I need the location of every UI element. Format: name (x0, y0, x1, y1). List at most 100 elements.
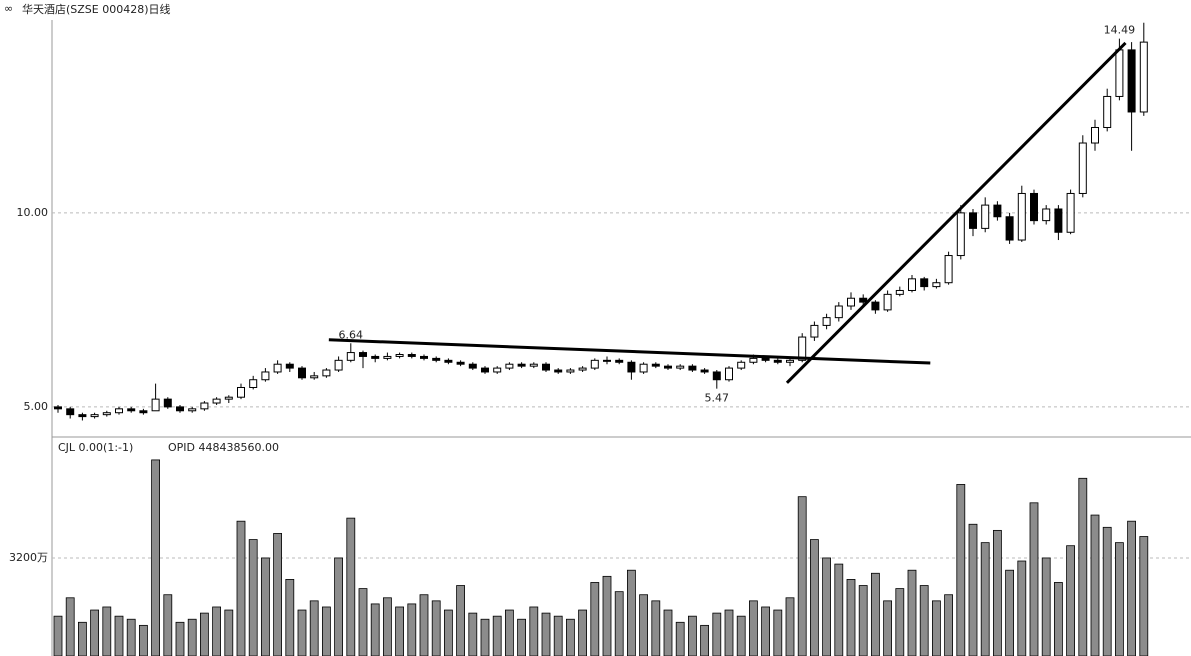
volume-bar (1029, 502, 1039, 656)
candle-body (139, 410, 148, 414)
candle-body (615, 359, 624, 363)
candle-body (322, 369, 331, 377)
volume-bar (944, 594, 953, 656)
candle-body (395, 354, 404, 357)
volume-bar (126, 618, 136, 656)
candle-body (834, 305, 843, 319)
volume-bar (358, 588, 368, 656)
volume-bar (1102, 526, 1112, 656)
candle-body (1078, 142, 1087, 194)
candle-body (310, 375, 319, 379)
candle-body (212, 398, 221, 404)
candle-body (871, 301, 880, 311)
candle-body (346, 352, 355, 361)
volume-bar (810, 539, 819, 656)
volume-title: CJL 0.00(1:-1) (58, 441, 133, 454)
candle-body (895, 289, 904, 295)
volume-bar (663, 609, 673, 656)
volume-bar (1078, 477, 1088, 656)
volume-bar (1054, 582, 1063, 656)
volume-bar (1041, 557, 1051, 656)
candle-body (1127, 49, 1136, 113)
volume-bar (468, 612, 478, 656)
candle-body (944, 255, 953, 284)
volume-bar (175, 621, 185, 656)
volume-bar (65, 597, 75, 656)
candle-body (517, 363, 526, 367)
candle-body (505, 363, 514, 369)
volume-bar (761, 606, 770, 656)
candle-body (151, 398, 160, 412)
candle-body (1054, 208, 1063, 233)
candle-body (1066, 192, 1075, 233)
volume-bar (419, 594, 429, 656)
volume-bar (968, 523, 978, 656)
candle-body (334, 359, 343, 371)
volume-bar (651, 600, 661, 656)
candle-body (1139, 41, 1148, 113)
trend-line (785, 41, 1127, 384)
candle-body (798, 336, 807, 361)
candle-body (298, 367, 306, 379)
volume-bar (395, 606, 405, 656)
candle-body (932, 282, 941, 288)
candle-body (261, 371, 270, 381)
candle-body (688, 365, 697, 371)
volume-bar (590, 582, 600, 656)
candle-body (188, 408, 197, 412)
candle-body (1005, 216, 1014, 241)
volume-bar (749, 600, 758, 656)
volume-bar (1005, 569, 1014, 656)
volume-bar (566, 618, 575, 656)
volume-bar (919, 585, 929, 656)
volume-bar (675, 621, 685, 656)
volume-bar (1090, 514, 1100, 656)
volume-bar (138, 624, 148, 656)
candle-body (956, 212, 965, 257)
candle-body (444, 359, 453, 363)
volume-bar (712, 612, 722, 656)
candle-body (969, 212, 977, 229)
volume-bar (773, 609, 783, 656)
volume-bar (1115, 542, 1124, 656)
volume-bar (578, 609, 587, 656)
volume-bar (614, 591, 624, 656)
candle-body (822, 317, 831, 326)
volume-bar (553, 615, 563, 656)
trend-line (328, 338, 931, 365)
candle-body (371, 355, 380, 359)
volume-bar (248, 539, 258, 656)
candle-body (456, 361, 465, 365)
candle-body (359, 352, 367, 357)
volume-bar (517, 618, 526, 656)
candle-body (493, 367, 502, 373)
candle-body (237, 386, 245, 398)
volume-bar (993, 529, 1002, 656)
volume-bar (151, 459, 161, 656)
candle-body (273, 363, 282, 373)
candle-body (627, 361, 636, 373)
volume-bar (212, 606, 222, 656)
y-tick-label: 3200万 (9, 551, 48, 564)
volume-bar (346, 517, 356, 656)
candle-body (883, 293, 892, 311)
volume-bar (273, 533, 283, 656)
volume-bar (309, 600, 319, 656)
candle-body (200, 402, 209, 410)
volume-bar (407, 603, 417, 656)
volume-bar (736, 615, 746, 656)
glyph: ∞ (4, 2, 13, 15)
candle-body (761, 357, 770, 361)
volume-bar (504, 609, 514, 656)
volume-bar (78, 621, 87, 656)
candle-body (1030, 192, 1038, 222)
y-tick-label: 5.00 (24, 400, 49, 413)
volume-bar (321, 606, 331, 656)
volume-bar (785, 597, 795, 656)
candle-body (78, 414, 87, 418)
chart-title: 华天酒店(SZSE 000428)日线 (22, 2, 171, 16)
candle-body (639, 363, 648, 373)
volume-bar (639, 594, 648, 656)
annotation: 14.49 (1104, 24, 1136, 37)
